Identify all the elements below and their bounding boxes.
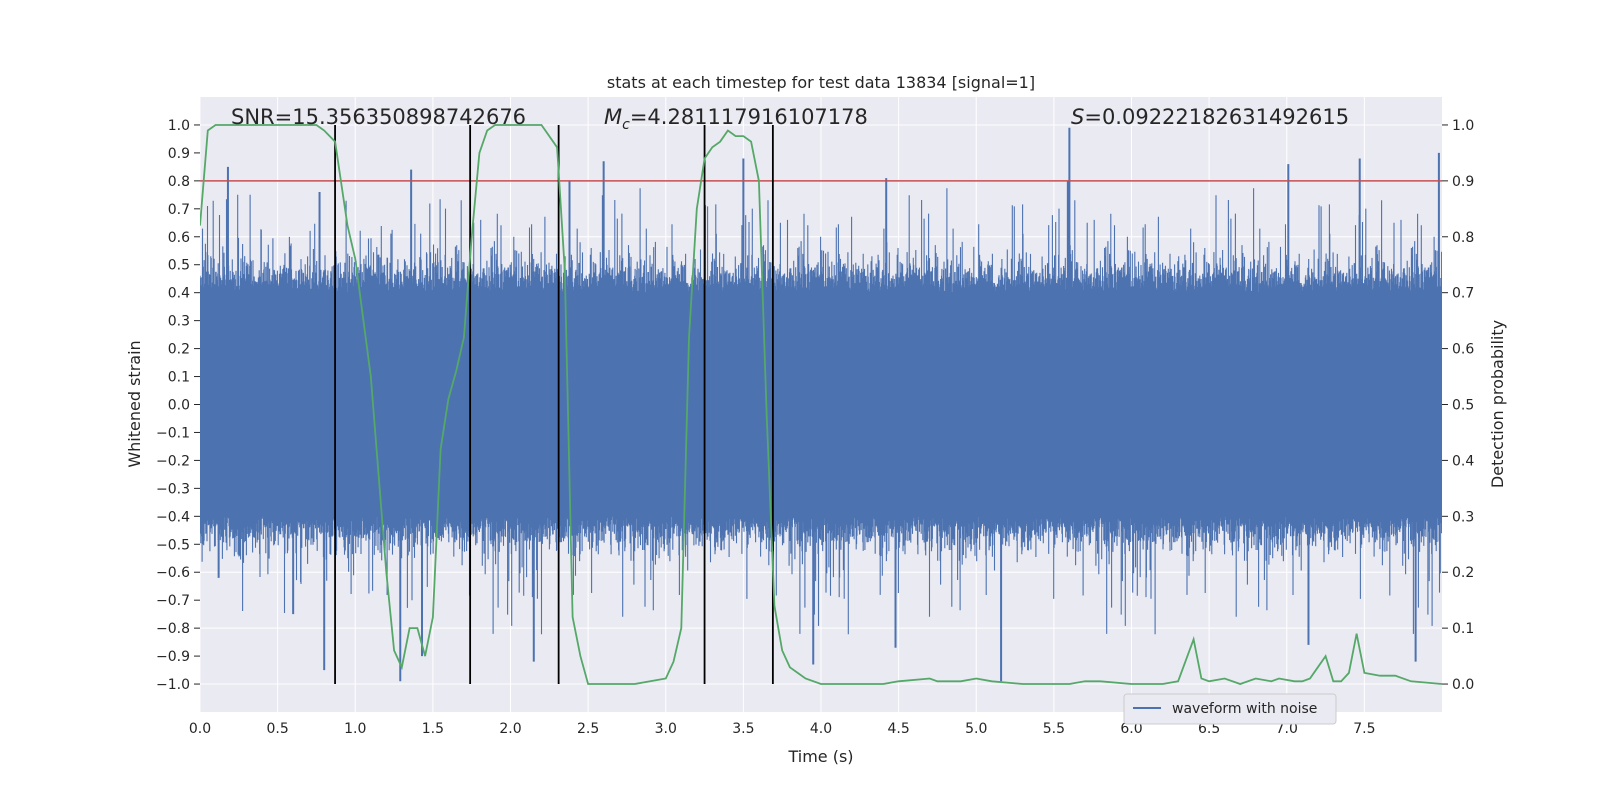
- legend-box: [1123, 693, 1337, 725]
- y-right-tick-label: 0.2: [1452, 565, 1474, 581]
- x-tick-label: 3.0: [655, 721, 677, 737]
- y-right-tick-label: 0.7: [1452, 286, 1474, 302]
- y-right-tick-label: 0.1: [1452, 621, 1474, 637]
- y-left-tick-label: 0.9: [168, 146, 190, 162]
- s-symbol: S: [1071, 105, 1084, 129]
- x-tick-label: 5.5: [1043, 721, 1065, 737]
- y-axis-right-ticks: 1.0 0.9 0.8 0.7 0.6 0.5 0.4 0.3 0.2 0.1 0.0: [1442, 118, 1474, 693]
- waveform-series: [200, 127, 1442, 682]
- x-tick-label: 2.0: [499, 721, 521, 737]
- y-left-tick-label: −0.5: [156, 537, 190, 553]
- waveform-noise-band: [200, 188, 1442, 635]
- s-annotation: S=0.09222182631492615: [1071, 105, 1349, 129]
- x-tick-label: 1.5: [422, 721, 444, 737]
- x-tick-label: 4.0: [810, 721, 832, 737]
- y-left-tick-label: 0.4: [168, 286, 190, 302]
- y-left-tick-label: −0.1: [156, 425, 190, 441]
- y-right-tick-label: 0.3: [1452, 509, 1474, 525]
- x-tick-label: 6.0: [1120, 721, 1142, 737]
- x-axis-label: Time (s): [787, 747, 853, 766]
- chirp-mass-symbol: M: [604, 105, 622, 129]
- x-tick-label: 6.5: [1198, 721, 1220, 737]
- s-value: =0.09222182631492615: [1084, 105, 1349, 129]
- y-axis-left-label: Whitened strain: [125, 340, 144, 467]
- x-tick-label: 7.5: [1353, 721, 1375, 737]
- y-left-tick-label: −0.8: [156, 621, 190, 637]
- y-left-tick-label: −0.7: [156, 593, 190, 609]
- event-vlines: [334, 124, 774, 685]
- legend-label: waveform with noise: [1172, 701, 1317, 717]
- y-left-tick-label: −0.6: [156, 565, 190, 581]
- x-tick-label: 0.5: [266, 721, 288, 737]
- y-left-tick-label: 0.8: [168, 174, 190, 190]
- y-left-tick-label: 0.7: [168, 202, 190, 218]
- y-left-tick-label: 0.6: [168, 230, 190, 246]
- x-tick-label: 4.5: [887, 721, 909, 737]
- y-left-tick-label: −0.4: [156, 509, 190, 525]
- y-left-tick-label: 0.0: [168, 398, 190, 414]
- y-left-tick-label: 0.2: [168, 342, 190, 358]
- y-axis-right-label: Detection probability: [1488, 320, 1507, 488]
- y-right-tick-label: 0.9: [1452, 174, 1474, 190]
- y-right-tick-label: 0.5: [1452, 398, 1474, 414]
- chirp-mass-annotation: Mc=4.281117916107178: [604, 105, 868, 133]
- y-left-tick-label: −0.2: [156, 453, 190, 469]
- y-left-tick-label: 0.3: [168, 314, 190, 330]
- x-tick-label: 7.0: [1276, 721, 1298, 737]
- x-tick-label: 3.5: [732, 721, 754, 737]
- x-tick-label: 5.0: [965, 721, 987, 737]
- y-left-tick-label: 0.5: [168, 258, 190, 274]
- y-axis-left-ticks: 1.0 0.9 0.8 0.7 0.6 0.5 0.4 0.3 0.2 0.1 0.0 −0.1 −0.…: [156, 118, 200, 693]
- x-tick-label: 1.0: [344, 721, 366, 737]
- legend: waveform with noise: [1123, 693, 1337, 725]
- x-tick-label: 2.5: [577, 721, 599, 737]
- probability-line: [200, 124, 1442, 685]
- probability-series: [200, 124, 1442, 685]
- y-left-tick-label: −0.3: [156, 481, 190, 497]
- y-right-tick-label: 0.4: [1452, 453, 1474, 469]
- y-left-tick-label: −0.9: [156, 649, 190, 665]
- y-right-tick-label: 0.6: [1452, 342, 1474, 358]
- chirp-mass-value: =4.281117916107178: [630, 105, 868, 129]
- y-left-tick-label: −1.0: [156, 677, 190, 693]
- y-left-tick-label: 1.0: [168, 118, 190, 134]
- y-right-tick-label: 1.0: [1452, 118, 1474, 134]
- chirp-mass-subscript: c: [622, 117, 630, 133]
- y-right-tick-label: 0.0: [1452, 677, 1474, 693]
- y-left-tick-label: 0.1: [168, 370, 190, 386]
- x-tick-label: 0.0: [189, 721, 211, 737]
- chart-title: stats at each timestep for test data 138…: [607, 73, 1035, 92]
- x-axis-ticks: 0.0 0.5 1.0 1.5 2.0 2.5 3.0 3.5 4.0 4.5 5.0 5.5 6.0 6…: [189, 721, 1376, 737]
- snr-annotation: SNR=15.356350898742676: [231, 105, 526, 129]
- y-right-tick-label: 0.8: [1452, 230, 1474, 246]
